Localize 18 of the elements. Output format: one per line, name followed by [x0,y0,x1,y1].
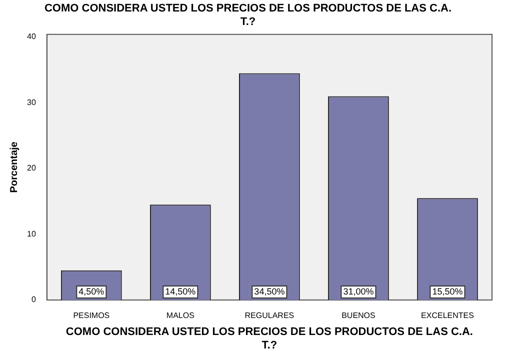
y-tick-label: 10 [26,229,36,238]
x-tick-label: BUENOS [342,311,376,320]
x-axis-title: COMO CONSIDERA USTED LOS PRECIOS DE LOS PRODUCTOS DE LAS C.A. T.? [66,326,473,352]
y-tick-label: 40 [26,32,36,42]
x-tick-label: MALOS [166,311,194,320]
y-tick-label: 0 [31,295,36,304]
y-tick-label: 30 [26,98,36,107]
data-label: 15,50% [432,286,463,296]
data-label: 34,50% [254,286,285,296]
data-label: 4,50% [78,286,104,296]
x-tick-label: PESIMOS [73,311,110,320]
data-label: 31,00% [343,286,374,296]
x-tick-label: REGULARES [244,311,294,320]
y-axis-title: Porcentaje [8,141,20,193]
x-tick-label: EXCELENTES [421,311,474,320]
y-tick-label: 20 [26,164,36,173]
data-label: 14,50% [165,286,196,296]
chart-title: COMO CONSIDERA USTED LOS PRECIOS DE LOS PRODUCTOS DE LAS C.A. T.? [44,2,452,28]
